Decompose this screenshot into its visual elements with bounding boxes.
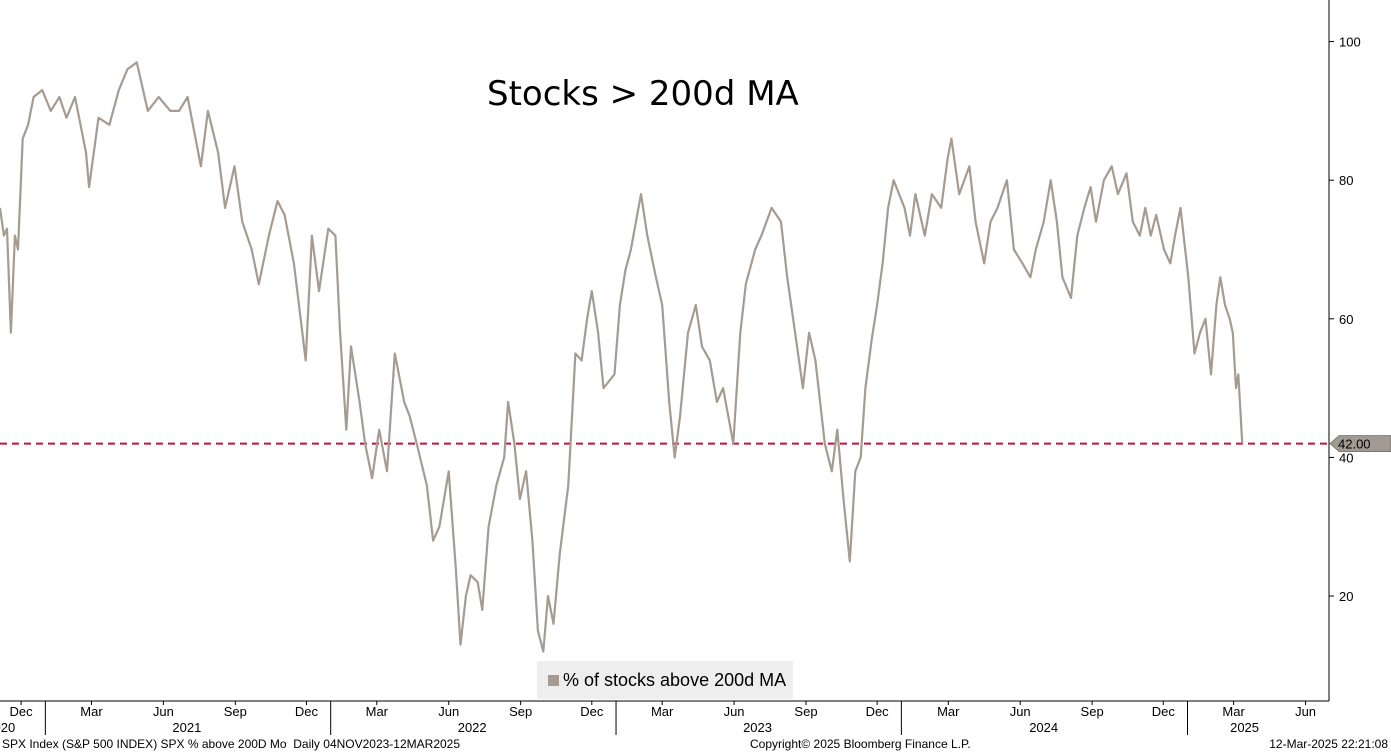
y-tick-label: 80 (1339, 173, 1353, 188)
x-month-label: Dec (580, 704, 604, 719)
plot-area (0, 61, 1391, 653)
x-month-label: Dec (295, 704, 319, 719)
legend-swatch (548, 674, 559, 686)
x-month-label: Mar (937, 704, 960, 719)
footer-timestamp: 12-Mar-2025 22:21:08 (1269, 737, 1388, 751)
x-month-label: Jun (1010, 704, 1031, 719)
x-month-label: Mar (366, 704, 389, 719)
y-axis: 20 40 60 80 100 42.00 (1328, 0, 1391, 701)
reference-tag-label: 42.00 (1338, 437, 1371, 452)
footer-source: SPX Index (S&P 500 INDEX) SPX % above 20… (2, 737, 461, 751)
x-axis: Dec Mar Jun Sep Dec Mar Jun Sep Dec Mar Jun Sep Dec M… (0, 700, 1329, 735)
x-year-label: 2025 (1230, 720, 1259, 735)
x-month-label: Sep (1081, 704, 1104, 719)
x-year-label: 2022 (458, 720, 487, 735)
y-tick-label: 100 (1339, 35, 1361, 50)
x-month-label: Sep (224, 704, 247, 719)
x-year-label: 2023 (743, 720, 772, 735)
x-month-label: Sep (509, 704, 532, 719)
x-month-label: Sep (794, 704, 817, 719)
x-month-label: Jun (438, 704, 459, 719)
x-month-label: Dec (10, 704, 34, 719)
x-month-label: Mar (651, 704, 674, 719)
x-month-label: Dec (866, 704, 890, 719)
x-year-label: 2021 (172, 720, 201, 735)
x-month-label: Mar (80, 704, 103, 719)
x-month-label: Mar (1222, 704, 1245, 719)
x-month-label: Jun (1295, 704, 1316, 719)
series-line-0 (0, 61, 1244, 653)
legend-label: % of stocks above 200d MA (563, 669, 787, 690)
x-month-label: Jun (724, 704, 745, 719)
x-month-label: Jun (153, 704, 174, 719)
y-tick-label: 40 (1339, 450, 1353, 465)
chart-title: Stocks > 200d MA (487, 74, 799, 114)
footer-copyright: Copyright© 2025 Bloomberg Finance L.P. (750, 737, 971, 751)
reference-tag-shape (1329, 435, 1391, 452)
y-tick-label: 20 (1339, 589, 1353, 604)
legend: % of stocks above 200d MA (537, 661, 793, 699)
y-tick-label: 60 (1339, 312, 1353, 327)
x-year-label: 2024 (1029, 720, 1058, 735)
reference-value-tag: 42.00 (1329, 435, 1391, 452)
x-month-label: Dec (1152, 704, 1176, 719)
